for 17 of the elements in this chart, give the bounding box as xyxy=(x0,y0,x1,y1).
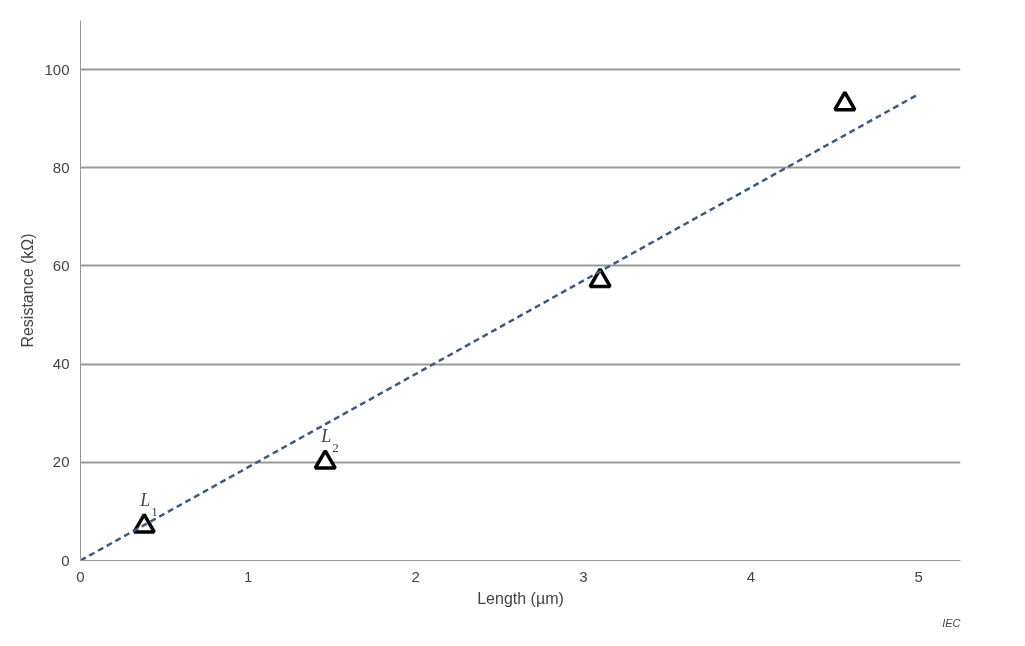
y-tick-label: 60 xyxy=(52,256,70,274)
y-tick-label: 0 xyxy=(61,551,70,569)
y-tick-label: 80 xyxy=(52,158,70,176)
x-tick-label: 1 xyxy=(243,567,253,585)
x-axis-title: Length (µm) xyxy=(477,589,564,607)
point xyxy=(833,90,857,112)
y-tick-label: 20 xyxy=(52,453,70,471)
x-tick-label: 5 xyxy=(914,567,923,585)
x-tick-label: 4 xyxy=(746,567,756,585)
text: IEC xyxy=(942,616,961,629)
y-tick-label: 100 xyxy=(44,60,70,78)
x-tick-label: 3 xyxy=(579,567,588,585)
y-axis-title: Resistance (kΩ) xyxy=(19,233,37,348)
y-tick-label: 40 xyxy=(52,355,70,373)
x-tick-label: 0 xyxy=(76,567,85,585)
point xyxy=(588,267,612,289)
x-tick-label: 2 xyxy=(411,567,420,585)
